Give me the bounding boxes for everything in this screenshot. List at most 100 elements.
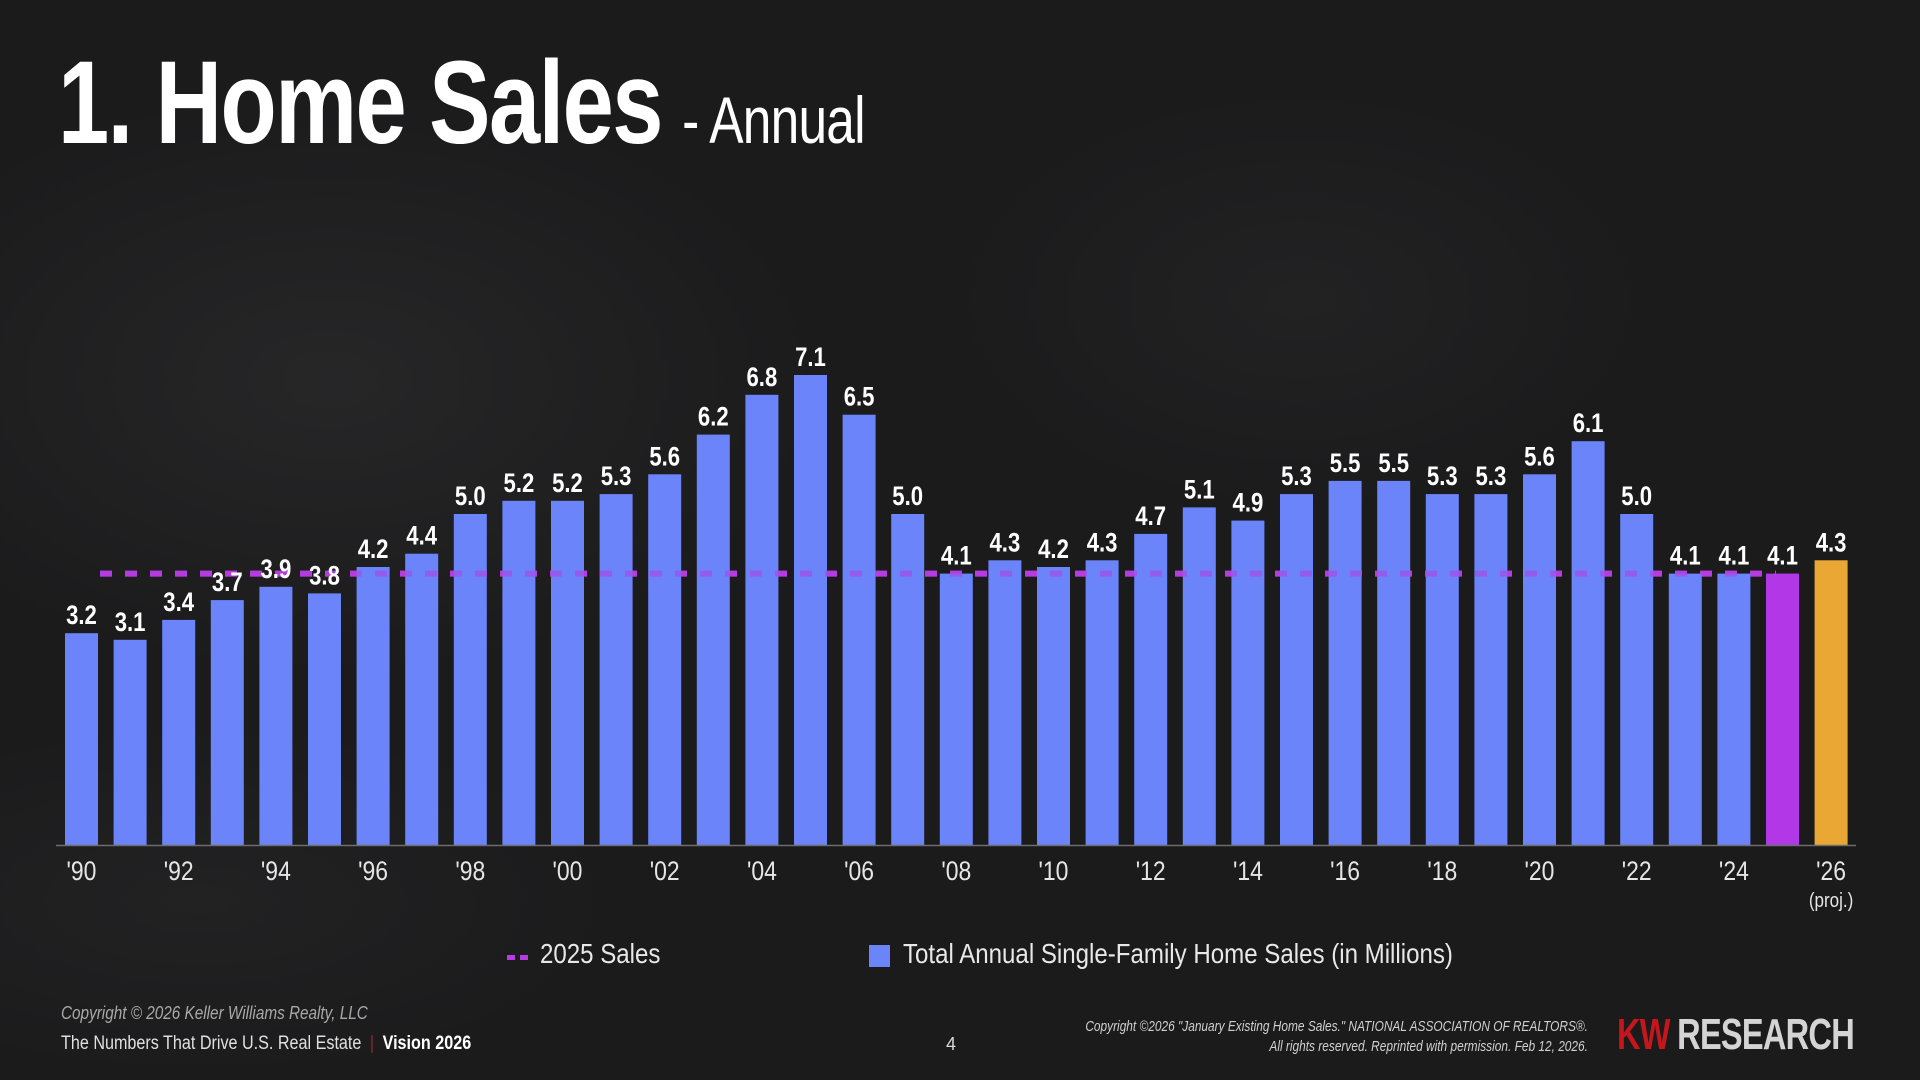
value-label-2017: 5.5	[1378, 449, 1409, 479]
value-label-2010: 4.2	[1038, 535, 1069, 565]
value-label-2023: 4.1	[1670, 542, 1701, 572]
value-label-2005: 7.1	[795, 343, 826, 373]
slide-title: 1. Home Sales - Annual	[58, 44, 866, 162]
value-label-2018: 5.3	[1427, 462, 1458, 492]
bar-1994	[259, 586, 293, 845]
value-label-2014: 4.9	[1233, 489, 1264, 519]
bar-1996	[356, 567, 390, 845]
bar-2014	[1231, 520, 1265, 845]
value-label-2012: 4.7	[1135, 502, 1166, 532]
value-label-2022: 5.0	[1621, 482, 1652, 512]
value-label-2015: 5.3	[1281, 462, 1312, 492]
footer-separator: |	[369, 1033, 375, 1054]
footer-copyright: Copyright © 2026 Keller Williams Realty,…	[61, 1003, 368, 1023]
bar-1990	[65, 633, 98, 845]
value-label-2013: 5.1	[1184, 475, 1215, 505]
bar-2019	[1474, 494, 1508, 845]
bar-1998	[453, 514, 487, 845]
x-tick-2022: '22	[1622, 856, 1652, 886]
legend-dash-1	[507, 955, 515, 960]
bar-1991	[113, 639, 147, 845]
bar-2010	[1037, 567, 1070, 845]
bar-2006	[842, 414, 876, 845]
value-label-2011: 4.3	[1087, 528, 1118, 558]
value-label-1997: 4.4	[406, 522, 437, 552]
value-label-2019: 5.3	[1476, 462, 1507, 492]
bar-2025	[1766, 573, 1799, 845]
x-tick-1992: '92	[164, 856, 194, 886]
legend: 2025 Sales Total Annual Single-Family Ho…	[507, 937, 1453, 969]
bar-2021	[1571, 441, 1605, 845]
value-label-2006: 6.5	[844, 383, 875, 413]
bar-2004	[745, 394, 779, 845]
value-label-2025: 4.1	[1767, 542, 1798, 572]
value-label-2004: 6.8	[747, 363, 778, 393]
value-label-2008: 4.1	[941, 542, 972, 572]
value-label-2024: 4.1	[1719, 542, 1750, 572]
kw-research-logo: KW RESEARCH	[1617, 1010, 1855, 1060]
x-tick-2014: '14	[1233, 856, 1263, 886]
bars-layer	[65, 375, 1848, 845]
legend-label-2025-sales: 2025 Sales	[540, 937, 660, 969]
bar-2015	[1280, 494, 1313, 845]
x-tick-2000: '00	[553, 856, 583, 886]
footer-tagline-text: The Numbers That Drive U.S. Real Estate	[61, 1033, 362, 1054]
value-label-2020: 5.6	[1524, 442, 1555, 472]
bar-2011	[1085, 560, 1119, 845]
value-label-1992: 3.4	[163, 588, 194, 618]
logo-kw: KW	[1617, 1010, 1671, 1059]
bar-2005	[794, 375, 827, 845]
bar-2003	[696, 434, 730, 845]
value-labels-layer: 3.2 3.1 3.4 3.7 3.9 3.8 4.2 4.4 5.0 5.2 5.2 5.3 5.6 6…	[66, 343, 1846, 637]
value-label-2000: 5.2	[552, 469, 583, 499]
x-tick-sublabel-2026: (proj.)	[1809, 889, 1853, 912]
bar-2020	[1523, 474, 1556, 845]
bar-2012	[1134, 533, 1168, 845]
source-line-1: Copyright ©2026 "January Existing Home S…	[1085, 1019, 1588, 1035]
bar-2013	[1182, 507, 1216, 845]
x-tick-2004: '04	[747, 856, 777, 886]
bar-1997	[405, 553, 439, 845]
value-label-2003: 6.2	[698, 403, 729, 433]
x-tick-2006: '06	[844, 856, 874, 886]
value-label-2016: 5.5	[1330, 449, 1361, 479]
bar-2008	[939, 573, 973, 845]
bar-2024	[1717, 573, 1751, 845]
value-label-2001: 5.3	[601, 462, 632, 492]
value-label-1999: 5.2	[504, 469, 535, 499]
legend-item-2025-sales: 2025 Sales	[507, 937, 660, 969]
x-tick-2026: '26	[1816, 856, 1846, 886]
legend-swatch-blue	[869, 945, 890, 967]
value-label-1996: 4.2	[358, 535, 389, 565]
value-label-1995: 3.8	[309, 561, 340, 591]
bar-2007	[891, 514, 925, 845]
bar-1992	[162, 619, 196, 845]
bar-2026	[1814, 560, 1848, 845]
x-tick-1998: '98	[455, 856, 485, 886]
legend-label-total-sales: Total Annual Single-Family Home Sales (i…	[903, 937, 1453, 969]
value-label-1993: 3.7	[212, 568, 243, 598]
x-tick-labels-layer: '90 '92 '94 '96 '98 '00 '02 '04 '06 '08 '10 '12 '14 '…	[67, 856, 1854, 911]
footer-edition: Vision 2026	[382, 1033, 472, 1054]
bar-1993	[210, 600, 244, 845]
source-citation: Copyright ©2026 "January Existing Home S…	[1085, 1017, 1588, 1057]
logo-research: RESEARCH	[1677, 1010, 1855, 1059]
value-label-2021: 6.1	[1573, 409, 1604, 439]
value-label-2009: 4.3	[990, 528, 1021, 558]
value-label-1990: 3.2	[66, 601, 97, 631]
value-label-1991: 3.1	[115, 608, 146, 638]
bar-2017	[1377, 480, 1411, 845]
x-tick-2002: '02	[650, 856, 680, 886]
value-label-2007: 5.0	[892, 482, 923, 512]
x-tick-2012: '12	[1136, 856, 1166, 886]
x-tick-2024: '24	[1719, 856, 1749, 886]
bar-2002	[648, 474, 682, 845]
bar-2009	[988, 560, 1022, 845]
x-tick-2016: '16	[1330, 856, 1360, 886]
x-tick-2008: '08	[941, 856, 971, 886]
bar-2001	[599, 494, 633, 845]
title-main: 1. Home Sales	[58, 37, 663, 169]
bar-1995	[308, 593, 341, 845]
value-label-2026: 4.3	[1816, 528, 1847, 558]
